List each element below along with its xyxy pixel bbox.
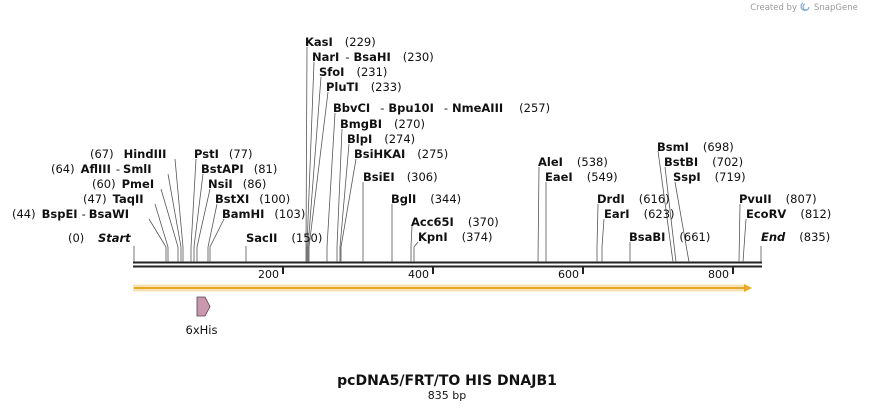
site-bspei[interactable]: (44) BspEI - BsaWI (12, 207, 129, 221)
site-bsiei[interactable]: BsiEI (306) (363, 170, 438, 184)
site-psti[interactable]: PstI (77) (194, 147, 252, 161)
site-eaei[interactable]: EaeI (549) (545, 170, 618, 184)
ruler: 200 400 600 800 (258, 266, 734, 281)
watermark-brand: SnapGene (814, 3, 858, 13)
site-bsabi[interactable]: BsaBI (661) (629, 230, 710, 244)
site-bsmi[interactable]: BsmI (698) (657, 140, 734, 154)
site-kasi[interactable]: KasI (229) (305, 35, 376, 49)
tick-label: 200 (258, 268, 279, 281)
site-sfoi[interactable]: SfoI (231) (319, 65, 387, 79)
site-bstapi[interactable]: BstAPI (81) (201, 162, 277, 176)
site-bbvci[interactable]: BbvCI - Bpu10I - NmeAIII (257) (333, 101, 550, 115)
site-pmei[interactable]: (60) PmeI (92, 177, 154, 191)
watermark-created-by: Created by (750, 3, 797, 13)
tick-label: 400 (408, 268, 429, 281)
site-eari[interactable]: EarI (623) (604, 207, 675, 221)
dna-backbone (133, 261, 762, 268)
site-pvuii[interactable]: PvuII (807) (739, 192, 817, 206)
snapgene-watermark: Created by SnapGene (750, 2, 858, 13)
site-pluti[interactable]: PluTI (233) (326, 80, 402, 94)
site-blpi[interactable]: BlpI (274) (347, 132, 415, 146)
site-taqii[interactable]: (47) TaqII (83, 192, 144, 206)
site-sacii[interactable]: SacII (150) (246, 231, 322, 245)
site-start[interactable]: (0) Start (68, 231, 131, 245)
site-nari[interactable]: NarI - BsaHI (230) (312, 50, 434, 64)
site-bsihkai[interactable]: BsiHKAI (275) (354, 147, 448, 161)
orf-arrow[interactable] (133, 284, 752, 292)
site-hindiii[interactable]: (67) HindIII (90, 147, 166, 161)
site-nsii[interactable]: NsiI (86) (208, 177, 266, 191)
map-length: 835 bp (428, 389, 466, 402)
site-drdi[interactable]: DrdI (616) (597, 192, 670, 206)
site-end[interactable]: End (835) (761, 230, 830, 244)
site-ecorv[interactable]: EcoRV (812) (746, 207, 831, 221)
site-bstxi[interactable]: BstXI (100) (215, 192, 290, 206)
site-bgli[interactable]: BglI (344) (391, 192, 461, 206)
site-labels: (0) Start (44) BspEI - BsaWI (47) TaqII (60)… (12, 35, 831, 245)
snapgene-logo-icon (800, 2, 810, 12)
site-afliii[interactable]: (64) AflIII - SmlI (51, 162, 152, 176)
map-title: pcDNA5/FRT/TO HIS DNAJB1 (337, 373, 557, 389)
site-bmgbi[interactable]: BmgBI (270) (340, 117, 425, 131)
feature-6xhis[interactable]: 6xHis (186, 296, 218, 337)
site-kpni[interactable]: KpnI (374) (418, 230, 493, 244)
site-alei[interactable]: AleI (538) (538, 155, 608, 169)
site-sspi[interactable]: SspI (719) (673, 170, 746, 184)
site-bstbi[interactable]: BstBI (702) (664, 155, 743, 169)
site-leader-lines (133, 46, 762, 263)
tick-label: 600 (558, 268, 579, 281)
tick-label: 800 (708, 268, 729, 281)
site-acc65i[interactable]: Acc65I (370) (411, 215, 499, 229)
feature-6xhis-label: 6xHis (186, 323, 218, 337)
site-bamhi[interactable]: BamHI (103) (222, 207, 305, 221)
